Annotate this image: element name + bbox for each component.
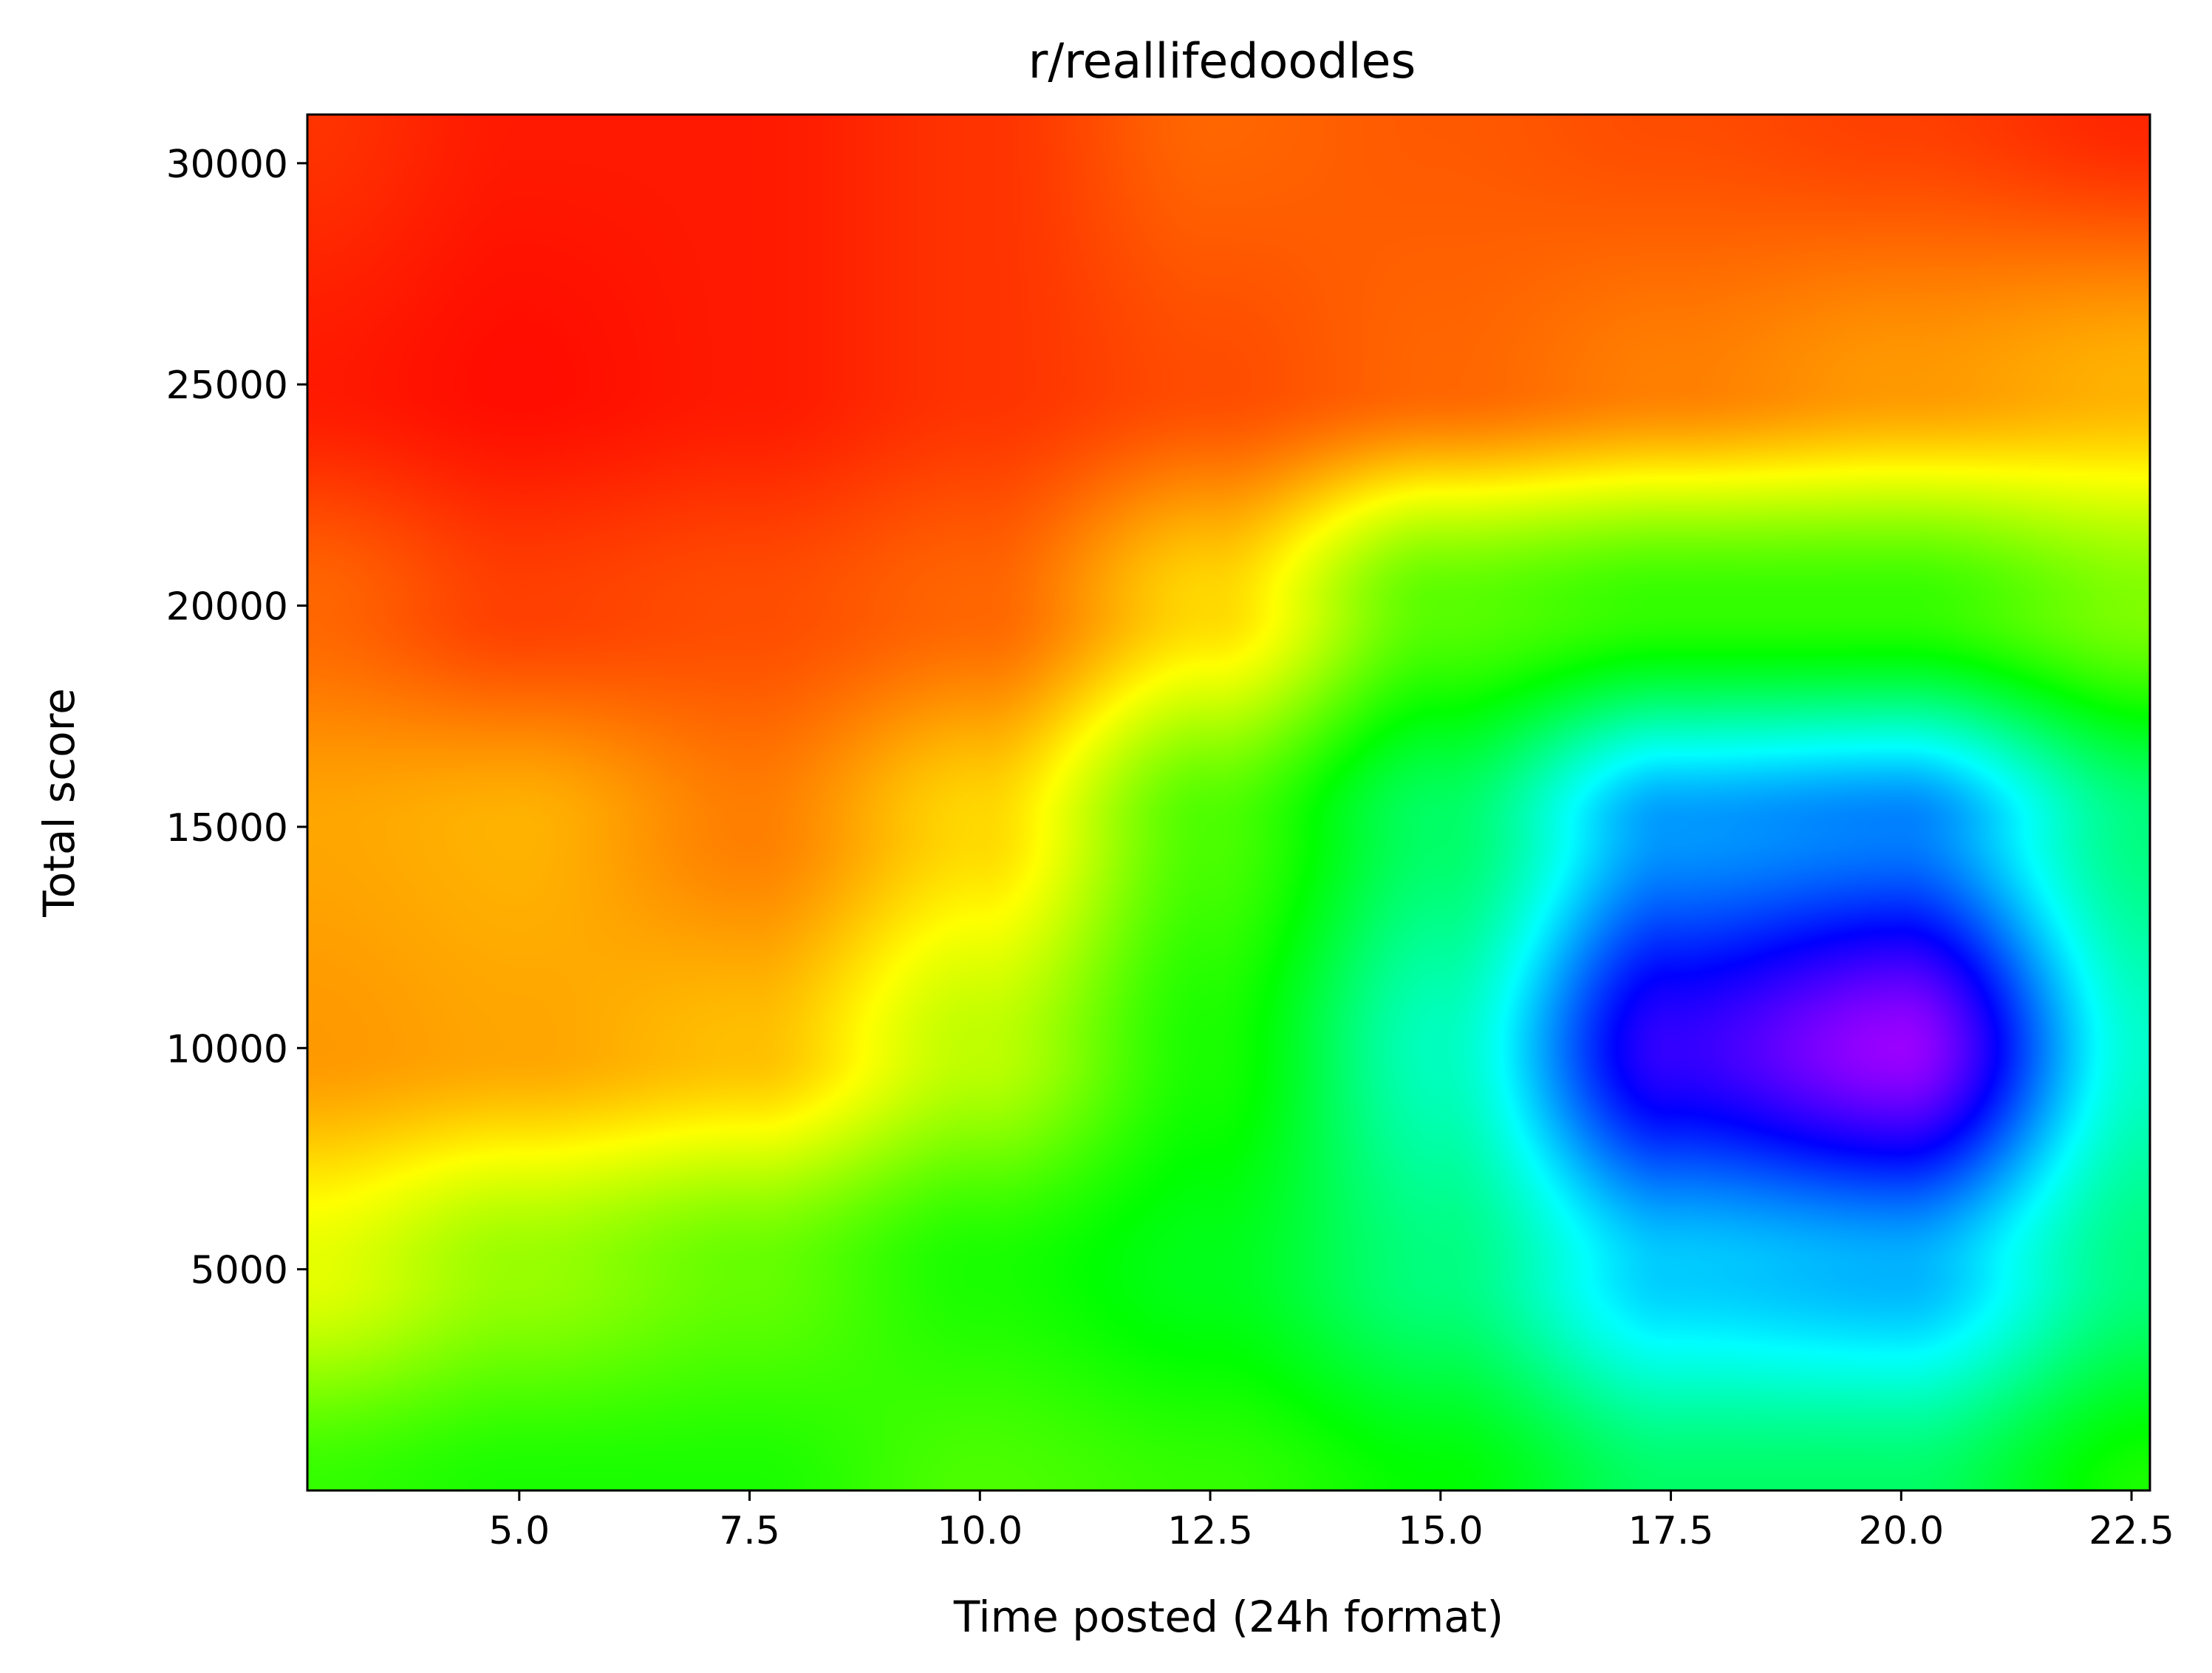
chart-title: r/reallifedoodles	[1028, 34, 1416, 89]
x-tick-label: 22.5	[2089, 1509, 2174, 1553]
x-tick-label: 12.5	[1167, 1509, 1253, 1553]
x-tick-label: 15.0	[1398, 1509, 1484, 1553]
y-tick-label: 20000	[166, 585, 288, 630]
y-tick-label: 5000	[191, 1249, 288, 1293]
x-tick-label: 10.0	[937, 1509, 1023, 1553]
y-tick-label: 10000	[166, 1027, 288, 1071]
y-tick-label: 15000	[166, 806, 288, 851]
y-tick-label: 25000	[166, 364, 288, 408]
x-axis-label: Time posted (24h format)	[953, 1592, 1503, 1642]
x-axis: 5.0 7.5 10.0 12.5 15.0 17.5 20.0 22.5	[488, 1490, 2174, 1553]
y-axis-label: Total score	[34, 688, 84, 918]
heatmap-surface	[307, 115, 2150, 1490]
x-tick-label: 5.0	[488, 1509, 550, 1553]
y-tick-label: 30000	[166, 143, 288, 187]
x-tick-label: 7.5	[719, 1509, 780, 1553]
x-tick-label: 20.0	[1858, 1509, 1944, 1553]
y-axis: 5000 10000 15000 20000 25000 30000	[166, 143, 307, 1293]
x-tick-label: 17.5	[1628, 1509, 1714, 1553]
plot-frame	[306, 113, 2151, 1492]
